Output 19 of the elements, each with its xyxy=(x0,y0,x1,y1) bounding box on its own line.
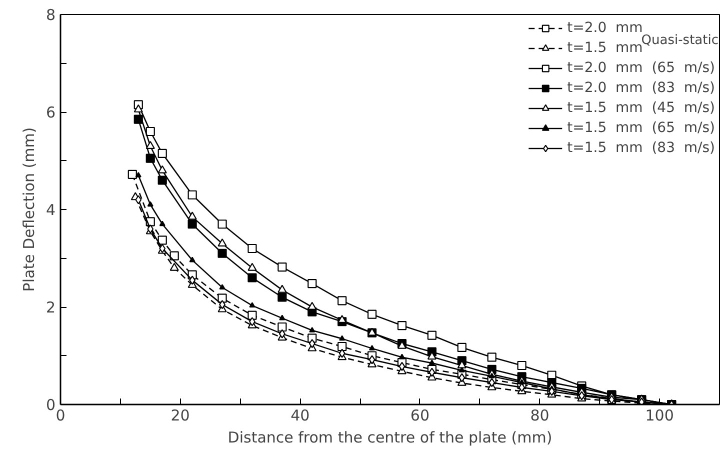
y-tick-label: 4 xyxy=(46,201,56,219)
y-tick-label: 8 xyxy=(46,6,56,24)
legend-label: t=1.5 mm (83 m/s) xyxy=(567,139,715,158)
legend-label: t=2.0 mm (83 m/s) xyxy=(567,79,715,98)
x-tick-label: 80 xyxy=(530,406,550,424)
annotation: Quasi-static xyxy=(641,33,719,48)
y-axis-title: Plate Deflection (mm) xyxy=(20,127,38,292)
x-tick-label: 60 xyxy=(410,406,430,424)
legend-label: t=2.0 mm (65 m/s) xyxy=(567,59,715,78)
x-tick-label: 100 xyxy=(645,406,674,424)
legend-label: t=2.0 mm xyxy=(567,19,643,36)
x-axis-title: Distance from the centre of the plate (mm) xyxy=(228,428,552,446)
y-tick-label: 6 xyxy=(46,104,56,122)
y-tick-label: 2 xyxy=(46,298,56,316)
x-tick-label: 20 xyxy=(170,406,190,424)
legend-label: t=1.5 mm (65 m/s) xyxy=(567,119,715,138)
legend-label: t=1.5 mm (45 m/s) xyxy=(567,99,715,118)
legend-label: t=1.5 mm xyxy=(567,40,643,58)
x-tick-label: 40 xyxy=(290,406,310,424)
